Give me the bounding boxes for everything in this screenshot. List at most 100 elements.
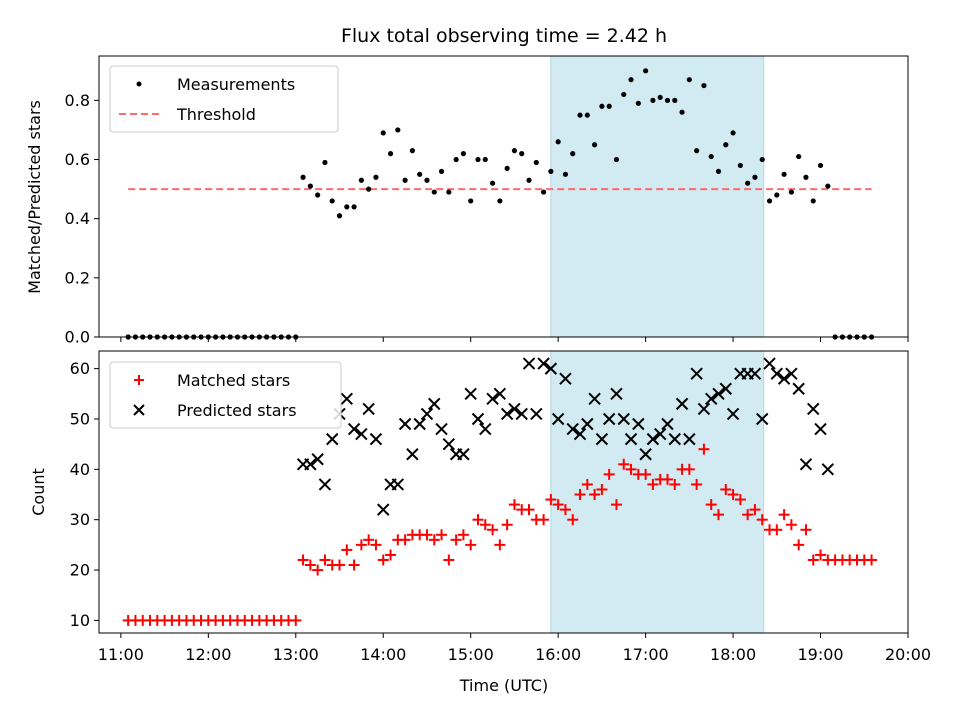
bottom-panel-ticks: 10 20 30 40 50 60 11:00 12:00 13:00 14:00 15:00 16:… — [70, 359, 931, 664]
measurement-point — [344, 204, 350, 210]
predicted-star-point — [661, 417, 674, 431]
measurement-point — [599, 103, 605, 109]
matched-star-point — [756, 514, 768, 526]
predicted-star-point — [326, 432, 339, 446]
top-panel-ytick-label: 0.0 — [65, 328, 90, 347]
predicted-star-point — [362, 402, 375, 416]
predicted-star-point — [537, 357, 550, 370]
predicted-star-point — [632, 417, 645, 431]
matched-stars-series — [122, 443, 878, 626]
xtick-label: 15:00 — [448, 645, 494, 664]
bottom-panel: 10 20 30 40 50 60 11:00 12:00 13:00 14:00 15:00 16:… — [29, 350, 931, 695]
bottom-legend: Matched stars Predicted stars — [109, 361, 342, 429]
measurement-point — [387, 151, 394, 157]
measurement-point — [796, 153, 802, 160]
x-axis-label: Time (UTC) — [459, 676, 548, 695]
measurement-point — [300, 174, 306, 180]
predicted-star-point — [726, 407, 740, 421]
matched-star-point — [603, 468, 615, 480]
matched-star-point — [567, 514, 579, 526]
measurement-point — [380, 130, 386, 136]
matched-star-point — [610, 499, 622, 511]
legend-threshold-label: Threshold — [176, 105, 256, 124]
predicted-star-point — [304, 458, 317, 471]
matched-star-point — [290, 614, 302, 626]
measurement-point — [817, 162, 824, 169]
predicted-star-point — [639, 448, 652, 461]
measurement-point — [555, 139, 561, 145]
measurement-point — [562, 171, 569, 177]
matched-star-point — [348, 559, 360, 571]
measurement-point — [766, 198, 773, 204]
top-panel-ylabel: Matched/Predicted stars — [25, 100, 44, 294]
matched-star-point — [377, 554, 389, 566]
bottom-panel-ytick-label: 50 — [70, 409, 90, 428]
predicted-star-point — [690, 367, 703, 380]
measurements-series — [125, 68, 875, 340]
measurement-point — [570, 151, 576, 157]
measurement-point — [351, 204, 357, 210]
predicted-star-point — [551, 412, 565, 426]
predicted-star-point — [792, 382, 805, 395]
matched-star-point — [574, 489, 586, 501]
bottom-panel-frame — [98, 350, 909, 634]
xtick-label: 17:00 — [623, 645, 669, 664]
predicted-star-point — [515, 407, 528, 421]
matched-star-point — [552, 499, 564, 511]
measurement-point — [650, 97, 656, 103]
predicted-star-point — [712, 387, 725, 401]
matched-star-point — [669, 478, 681, 490]
matched-star-point — [559, 504, 571, 516]
measurement-point — [723, 142, 729, 148]
predicted-star-point — [748, 367, 762, 380]
matched-star-point — [399, 534, 411, 546]
measurement-point — [606, 103, 612, 109]
matched-star-point — [705, 499, 717, 511]
measurement-point — [810, 198, 816, 204]
measurement-point — [679, 109, 685, 115]
matched-star-point — [465, 539, 477, 551]
top-legend: Measurements Threshold — [109, 65, 339, 133]
matched-star-point — [778, 509, 790, 521]
measurement-point — [526, 177, 532, 183]
top-panel-ytick-label: 0.2 — [65, 268, 90, 287]
measurement-point — [803, 174, 809, 180]
matched-star-point — [443, 554, 455, 566]
measurement-point — [672, 97, 678, 103]
matched-star-point — [355, 539, 367, 551]
matched-star-point — [334, 559, 346, 571]
top-panel-frame — [98, 55, 909, 338]
predicted-star-point — [442, 437, 456, 451]
predicted-star-point — [683, 432, 696, 446]
measurement-point — [409, 148, 415, 154]
predicted-star-point — [799, 458, 813, 471]
matched-star-point — [647, 478, 659, 490]
measurement-point — [715, 168, 722, 174]
measurement-point — [737, 162, 743, 169]
matched-star-point — [370, 539, 382, 551]
matched-star-point — [319, 554, 331, 566]
measurement-point — [548, 168, 554, 174]
measurement-point — [446, 189, 452, 195]
predicted-star-point — [602, 412, 616, 426]
measurement-point — [774, 192, 780, 198]
predicted-star-point — [464, 387, 477, 401]
matched-star-point — [436, 529, 448, 541]
bottom-panel-ytick-label: 40 — [70, 460, 90, 479]
predicted-star-point — [486, 392, 499, 406]
matched-star-point — [698, 443, 710, 455]
matched-star-point — [640, 468, 652, 480]
measurement-point — [336, 213, 343, 219]
matched-star-point — [341, 544, 353, 556]
legend-measurements-label: Measurements — [177, 75, 295, 94]
predicted-star-point — [559, 372, 572, 385]
matched-star-point — [661, 473, 673, 485]
matched-star-point — [785, 519, 797, 531]
chart-title: Flux total observing time = 2.42 h — [341, 25, 667, 47]
xtick-label: 18:00 — [710, 645, 756, 664]
measurement-point — [628, 77, 634, 83]
xtick-label: 19:00 — [797, 645, 843, 664]
predicted-star-point — [369, 432, 383, 446]
bottom-panel-ylabel: Count — [29, 468, 48, 516]
predicted-star-point — [479, 422, 492, 436]
